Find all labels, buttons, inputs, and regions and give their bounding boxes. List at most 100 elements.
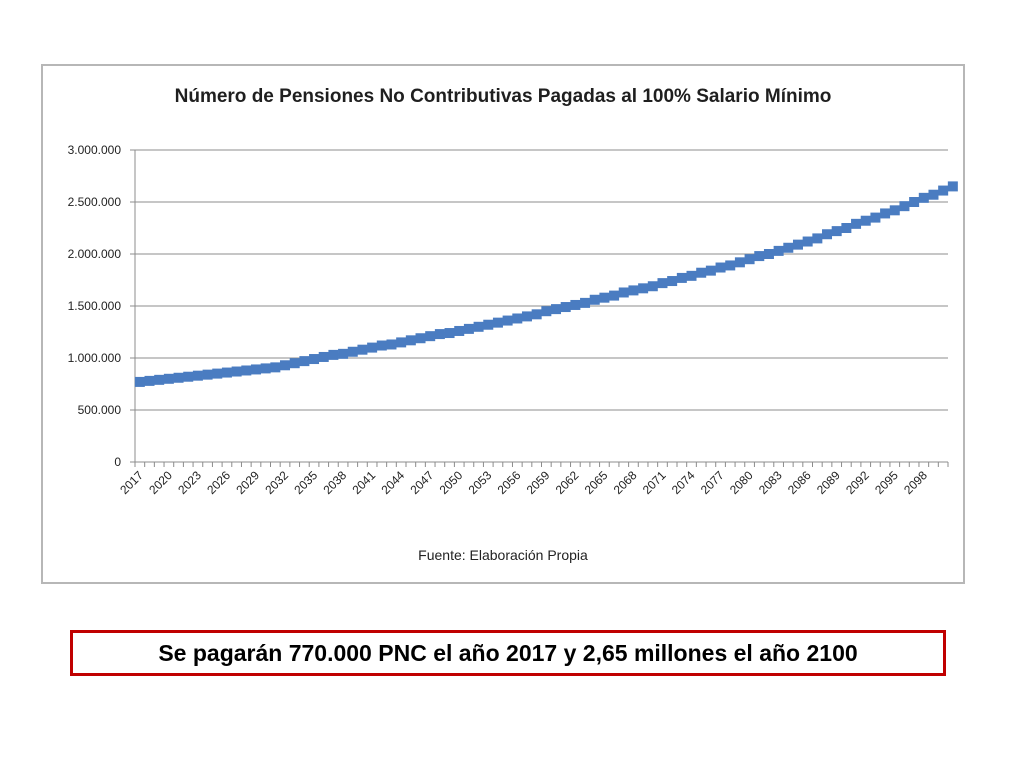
data-point [163, 373, 174, 384]
data-point [783, 242, 794, 253]
data-point [192, 370, 203, 381]
x-tick-label: 2080 [727, 468, 756, 497]
data-point [773, 245, 784, 256]
data-point [134, 376, 145, 387]
data-point [880, 208, 891, 219]
series-line [139, 185, 954, 384]
data-point [405, 335, 416, 346]
x-tick-label: 2047 [408, 468, 437, 497]
data-point [802, 236, 813, 247]
data-point [299, 356, 310, 367]
data-point [763, 249, 774, 259]
data-point [638, 283, 649, 294]
data-point [473, 321, 484, 332]
line-chart: 0 500.000 1.000.000 1.500.000 2.000.000 2.500… [68, 143, 958, 497]
data-point [734, 257, 745, 268]
data-point [386, 339, 397, 350]
data-point [696, 267, 707, 278]
data-point [289, 358, 300, 369]
summary-callout: Se pagarán 770.000 PNC el año 2017 y 2,6… [70, 630, 946, 676]
data-point [541, 306, 552, 317]
data-point [415, 333, 426, 344]
data-point [492, 317, 503, 328]
chart-panel: Número de Pensiones No Contributivas Pag… [41, 64, 965, 584]
data-point [512, 313, 523, 324]
data-point [270, 362, 281, 373]
data-point [715, 262, 726, 273]
x-tick-label: 2026 [204, 468, 233, 497]
x-tick-label: 2092 [843, 468, 872, 497]
data-point [870, 212, 881, 223]
data-point [318, 351, 329, 362]
data-point [889, 205, 900, 216]
data-point [918, 192, 929, 203]
x-tick-label: 2098 [901, 468, 930, 497]
x-tick-label: 2089 [814, 468, 843, 497]
data-point [841, 223, 852, 233]
data-point [725, 260, 736, 271]
x-tick-label: 2029 [233, 468, 262, 497]
data-point [705, 265, 716, 276]
data-point [831, 226, 842, 237]
y-tick-label: 1.500.000 [68, 299, 122, 313]
data-point [589, 294, 600, 305]
data-point [551, 304, 562, 315]
x-tick-label: 2017 [117, 468, 146, 497]
data-point [812, 233, 823, 244]
data-point [367, 342, 378, 353]
data-point [454, 325, 465, 336]
chart-title: Número de Pensiones No Contributivas Pag… [174, 86, 832, 107]
x-tick-label: 2074 [669, 468, 698, 497]
x-tick-label: 2023 [175, 468, 204, 497]
data-point [347, 346, 358, 357]
y-tick-label: 2.000.000 [68, 247, 122, 261]
x-tick-label: 2077 [698, 468, 727, 497]
data-point [609, 290, 620, 301]
x-tick-label: 2035 [291, 468, 320, 497]
data-point [899, 201, 910, 212]
data-point [444, 328, 455, 339]
data-point [425, 331, 436, 342]
data-point [560, 302, 571, 313]
data-point [754, 251, 765, 262]
data-point [241, 365, 252, 376]
data-point [580, 297, 591, 308]
y-tick-label: 2.500.000 [68, 195, 122, 209]
x-tick-label: 2044 [379, 468, 408, 497]
data-point [938, 185, 949, 196]
x-tick-label: 2068 [611, 468, 640, 497]
data-point [202, 369, 213, 380]
data-point [667, 276, 678, 287]
data-point [212, 368, 223, 379]
data-point [628, 285, 639, 296]
x-tick-label: 2062 [553, 468, 582, 497]
data-point [599, 292, 610, 303]
x-tick-label: 2095 [872, 468, 901, 497]
data-point [531, 309, 542, 320]
x-tick-label: 2041 [349, 468, 378, 497]
data-point [376, 340, 387, 351]
data-point [173, 372, 184, 383]
data-point [357, 344, 368, 355]
data-point [521, 311, 532, 322]
x-tick-label: 2056 [495, 468, 524, 497]
data-point [144, 375, 155, 386]
data-point [570, 299, 581, 310]
x-tick-label: 2038 [320, 468, 349, 497]
data-point [280, 360, 291, 371]
x-tick-label: 2083 [756, 468, 785, 497]
x-tick-label: 2065 [582, 468, 611, 497]
y-tick-label: 1.000.000 [68, 351, 122, 365]
data-point [338, 348, 349, 359]
data-point [483, 319, 494, 330]
data-point [463, 323, 474, 334]
data-point [434, 329, 445, 340]
x-tick-label: 2032 [262, 468, 291, 497]
data-point [647, 281, 658, 292]
data-point [328, 349, 339, 360]
y-tick-label: 0 [114, 455, 121, 469]
y-tick-label: 3.000.000 [68, 143, 122, 157]
x-tick-label: 2053 [466, 468, 495, 497]
data-point [154, 374, 165, 385]
data-point [231, 366, 242, 377]
